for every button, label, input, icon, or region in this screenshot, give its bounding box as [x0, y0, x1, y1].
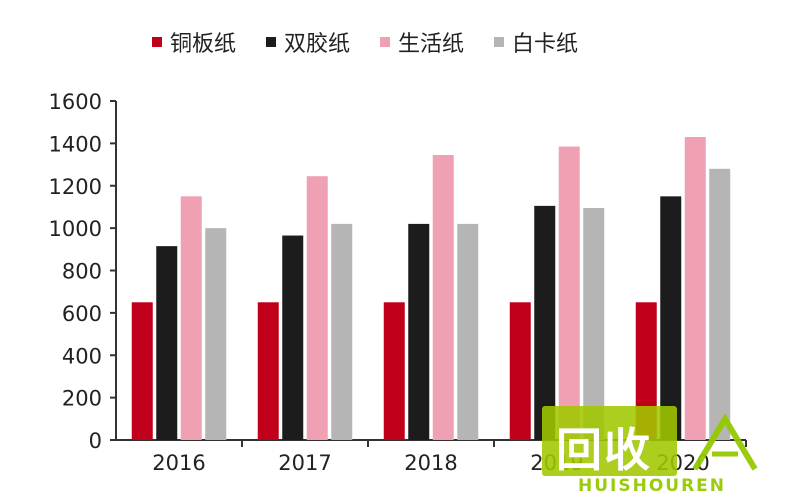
bar-白卡纸-2017 [331, 223, 353, 440]
bar-双胶纸-2019 [534, 205, 556, 440]
y-tick-label: 1200 [49, 175, 102, 199]
watermark-text: 回收 [556, 423, 652, 477]
legend-swatch-tissue-paper [380, 37, 391, 47]
bar-双胶纸-2020 [660, 196, 682, 440]
bar-双胶纸-2016 [156, 246, 178, 440]
y-tick-label: 1400 [49, 132, 102, 156]
watermark-logo: 回收 HUISHOUREN [540, 404, 770, 500]
bar-生活纸-2017 [306, 176, 328, 440]
legend-swatch-offset-paper [266, 37, 277, 47]
bar-生活纸-2019 [558, 146, 580, 440]
y-tick-label: 1000 [49, 217, 102, 241]
y-tick-label: 1600 [49, 90, 102, 114]
bar-生活纸-2018 [432, 155, 454, 440]
bar-铜板纸-2016 [131, 302, 153, 440]
bar-铜板纸-2019 [509, 302, 531, 440]
legend: 铜板纸 双胶纸 生活纸 白卡纸 [152, 26, 608, 58]
legend-item-white-card-paper: 白卡纸 [494, 26, 578, 58]
legend-swatch-white-card-paper [494, 37, 505, 47]
legend-swatch-coated-paper [152, 37, 162, 47]
x-tick-label: 2016 [152, 451, 205, 475]
legend-label-offset-paper: 双胶纸 [284, 32, 351, 57]
bar-白卡纸-2018 [457, 223, 479, 440]
bar-双胶纸-2017 [282, 235, 304, 440]
bar-铜板纸-2018 [383, 302, 405, 440]
bar-铜板纸-2017 [257, 302, 279, 440]
bar-双胶纸-2018 [408, 223, 430, 440]
legend-label-coated-paper: 铜板纸 [170, 32, 237, 57]
legend-label-white-card-paper: 白卡纸 [512, 32, 579, 57]
bar-生活纸-2016 [180, 196, 202, 440]
x-tick-label: 2018 [404, 451, 457, 475]
bar-白卡纸-2019 [583, 207, 605, 440]
legend-item-coated-paper: 铜板纸 [152, 26, 236, 58]
bar-铜板纸-2020 [635, 302, 657, 440]
y-tick-label: 200 [62, 387, 102, 411]
bar-白卡纸-2016 [205, 228, 227, 440]
legend-item-tissue-paper: 生活纸 [380, 26, 464, 58]
bar-生活纸-2020 [684, 137, 706, 441]
y-tick-label: 600 [62, 302, 102, 326]
legend-item-offset-paper: 双胶纸 [266, 26, 350, 58]
x-tick-label: 2017 [278, 451, 331, 475]
watermark-subtext: HUISHOUREN [578, 476, 727, 496]
watermark-triangle-icon [692, 414, 758, 471]
y-tick-label: 400 [62, 344, 102, 368]
watermark-box: 回收 [542, 406, 677, 477]
y-tick-label: 800 [62, 260, 102, 284]
legend-label-tissue-paper: 生活纸 [398, 32, 465, 57]
y-tick-label: 0 [89, 429, 102, 453]
bar-白卡纸-2020 [709, 168, 731, 441]
